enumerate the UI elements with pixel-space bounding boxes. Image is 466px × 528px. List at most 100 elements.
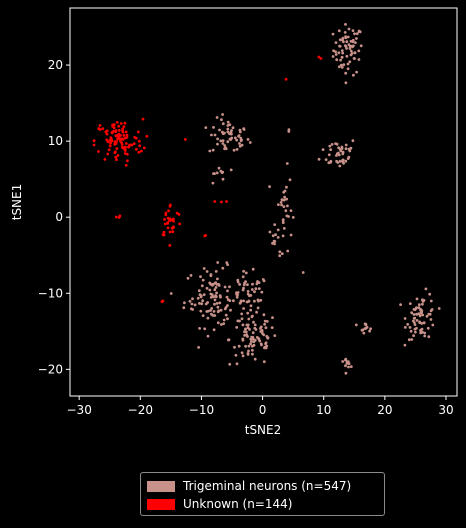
scatter-point	[120, 137, 124, 141]
scatter-point	[138, 144, 142, 148]
scatter-point	[163, 222, 167, 226]
scatter-point	[352, 44, 355, 48]
scatter-point	[103, 158, 107, 161]
scatter-point	[114, 155, 118, 159]
scatter-point	[262, 313, 266, 317]
scatter-point	[351, 139, 355, 143]
scatter-point	[98, 124, 102, 127]
scatter-point	[213, 288, 217, 292]
scatter-point	[259, 298, 263, 302]
scatter-point	[167, 209, 171, 213]
scatter-point	[92, 143, 96, 147]
scatter-point	[351, 29, 355, 32]
scatter-point	[220, 200, 223, 204]
scatter-point	[114, 129, 118, 132]
scatter-point	[357, 58, 361, 61]
scatter-point	[218, 128, 221, 132]
scatter-point	[348, 47, 352, 50]
scatter-point	[204, 126, 208, 129]
scatter-point	[346, 67, 350, 71]
scatter-point	[340, 49, 344, 52]
scatter-point	[355, 70, 358, 74]
scatter-point	[344, 143, 348, 147]
scatter-point	[345, 54, 349, 58]
plot-area	[69, 7, 458, 397]
scatter-point	[344, 35, 347, 38]
scatter-point	[420, 309, 423, 313]
scatter-point	[281, 218, 285, 222]
scatter-point	[123, 149, 127, 152]
scatter-point	[239, 299, 243, 303]
scatter-point	[145, 134, 149, 138]
scatter-point	[226, 338, 230, 342]
scatter-point	[420, 322, 424, 325]
scatter-point	[246, 326, 250, 330]
scatter-point	[253, 357, 257, 361]
scatter-point	[253, 323, 257, 327]
scatter-point	[415, 312, 418, 316]
scatter-point	[421, 302, 424, 306]
legend-item-unknown: Unknown (n=144)	[147, 495, 378, 513]
scatter-point	[347, 27, 351, 31]
scatter-point	[224, 313, 228, 317]
scatter-point	[220, 118, 223, 122]
x-tick-label: 10	[316, 403, 331, 417]
scatter-point	[114, 150, 117, 154]
scatter-point	[258, 339, 262, 343]
scatter-point	[368, 329, 371, 333]
scatter-point	[406, 323, 410, 326]
scatter-point	[162, 233, 166, 237]
scatter-point	[348, 45, 352, 48]
scatter-point	[335, 58, 339, 62]
scatter-point	[410, 338, 414, 341]
scatter-point	[106, 152, 110, 156]
scatter-point	[283, 189, 287, 193]
scatter-point	[248, 294, 251, 298]
scatter-point	[354, 323, 358, 327]
scatter-point	[202, 293, 206, 296]
scatter-point	[399, 303, 402, 306]
x-tick-label: 30	[438, 403, 453, 417]
scatter-point	[280, 203, 283, 207]
scatter-point	[208, 288, 212, 292]
scatter-point	[343, 44, 347, 47]
scatter-point	[202, 267, 206, 270]
scatter-point	[121, 127, 125, 131]
scatter-point	[417, 306, 421, 310]
scatter-point	[252, 343, 256, 347]
scatter-point	[251, 282, 254, 286]
scatter-point	[216, 261, 220, 264]
scatter-point	[437, 307, 441, 310]
scatter-point	[415, 297, 419, 301]
scatter-point	[264, 342, 267, 346]
scatter-point	[244, 271, 248, 275]
scatter-point	[246, 138, 250, 141]
scatter-point	[284, 77, 288, 81]
scatter-point	[340, 55, 344, 59]
scatter-point	[212, 328, 216, 332]
scatter-point	[240, 143, 244, 147]
scatter-point	[216, 137, 220, 141]
scatter-point	[199, 275, 202, 278]
scatter-point	[183, 138, 187, 141]
scatter-point	[338, 159, 342, 163]
scatter-point	[210, 312, 213, 316]
scatter-point	[200, 284, 204, 288]
legend-label-trigeminal: Trigeminal neurons (n=547)	[183, 479, 352, 493]
scatter-point	[215, 116, 219, 119]
scatter-point	[235, 295, 239, 299]
scatter-point	[347, 365, 350, 369]
scatter-point	[183, 301, 186, 305]
scatter-point	[221, 132, 225, 136]
scatter-point	[142, 146, 146, 150]
scatter-point	[337, 146, 340, 150]
scatter-point	[280, 198, 284, 202]
scatter-point	[328, 144, 332, 148]
scatter-point	[238, 130, 242, 134]
scatter-point	[212, 310, 216, 313]
scatter-point	[166, 216, 170, 220]
scatter-point	[240, 312, 244, 316]
scatter-point	[264, 326, 268, 330]
scatter-point	[273, 223, 277, 227]
scatter-point	[119, 122, 123, 125]
